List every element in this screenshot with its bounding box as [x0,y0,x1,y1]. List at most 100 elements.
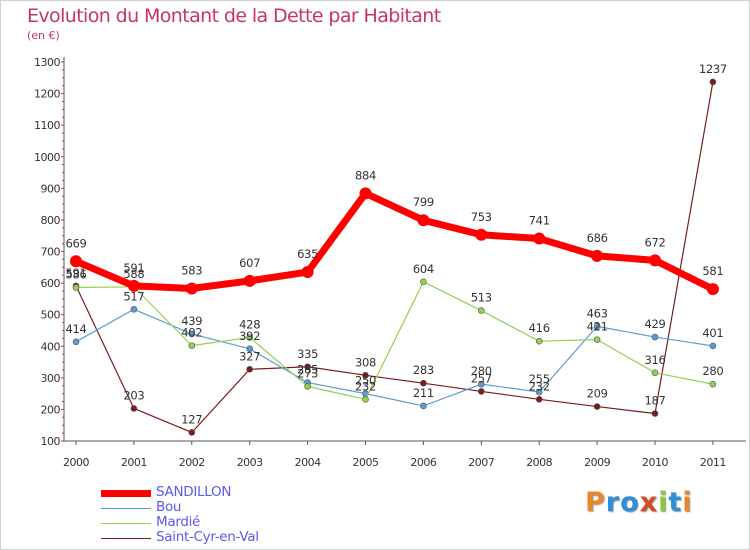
data-point-saint-cyr-en-val [304,363,311,371]
data-point-mardie [188,342,196,349]
data-label-sandillon: 686 [587,231,608,245]
data-point-sandillon [70,255,82,268]
data-point-saint-cyr-en-val [420,379,427,387]
data-label-sandillon: 581 [702,264,723,278]
legend-swatch-sandillon [101,490,151,497]
data-label-bou: 211 [413,386,434,400]
y-tick-label: 1200 [34,88,60,101]
data-label-saint-cyr-en-val: 257 [471,371,492,385]
legend-label-mardie: Mardié [156,514,201,530]
data-point-mardie [651,369,659,377]
data-label-bou: 414 [65,322,86,336]
y-tick-label: 600 [41,277,61,290]
data-labels: 669 591 583 607 635 884 799 753 741 686 672 581 414 5… [65,62,727,427]
logo-letter: P [585,487,606,518]
data-point-sandillon [185,282,198,295]
data-point-bou [535,388,543,396]
y-tick-label: 1300 [34,56,60,69]
x-tick-label: 2001 [121,456,147,469]
x-tick-label: 2002 [179,456,205,469]
axis-ticks: 100 200 300 400 500 600 700 800 900 1000 1100 1200 1… [34,56,726,469]
data-point-saint-cyr-en-val [709,78,717,86]
data-point-mardie [709,380,717,388]
data-point-sandillon [706,283,719,296]
data-label-saint-cyr-en-val: 209 [587,387,608,401]
data-point-mardie [477,307,485,314]
y-tick-label: 400 [41,340,61,353]
logo-letter: x [639,487,659,518]
data-label-saint-cyr-en-val: 591 [65,266,86,280]
data-point-sandillon [243,274,256,287]
data-label-bou: 429 [644,317,665,331]
legend-label-bou: Bou [156,499,182,515]
data-label-mardie: 513 [471,291,492,305]
data-label-saint-cyr-en-val: 327 [239,349,260,363]
data-label-saint-cyr-en-val: 283 [413,363,434,377]
y-tick-label: 900 [41,182,61,195]
data-point-saint-cyr-en-val [362,372,369,379]
series-line-sandillon [72,189,717,293]
series-line-bou [75,308,714,407]
x-tick-label: 2003 [237,456,263,469]
data-point-sandillon [591,249,604,262]
data-label-mardie: 421 [587,320,608,334]
data-label-bou: 401 [702,326,723,340]
data-label-sandillon: 635 [297,247,318,261]
legend-swatch-mardie [101,523,151,524]
data-label-sandillon: 669 [65,236,86,250]
data-point-bou [420,402,427,410]
y-tick-label: 200 [41,403,61,416]
data-label-mardie: 402 [181,326,202,340]
data-point-mardie [593,336,601,343]
chart-subtitle: (en €) [27,29,60,42]
data-label-saint-cyr-en-val: 335 [297,347,318,361]
data-label-sandillon: 672 [644,235,665,249]
logo-letter: o [620,487,640,518]
data-point-bou [246,345,253,353]
data-point-sandillon [359,187,372,200]
data-label-mardie: 316 [644,353,665,367]
data-label-bou: 463 [587,306,608,320]
data-label-saint-cyr-en-val: 1237 [699,62,727,76]
data-point-saint-cyr-en-val [651,410,659,417]
data-point-mardie [535,337,543,345]
data-point-bou [72,338,80,346]
data-point-saint-cyr-en-val [246,366,253,373]
y-tick-label: 300 [41,372,61,385]
data-point-mardie [246,334,253,341]
data-point-sandillon [417,214,430,227]
logo-letter: t [668,487,683,518]
data-label-bou: 255 [529,372,550,386]
data-point-sandillon [533,232,546,245]
data-label-saint-cyr-en-val: 308 [355,355,376,369]
data-label-sandillon: 591 [123,261,144,275]
x-tick-label: 2008 [526,456,552,469]
data-label-sandillon: 583 [181,263,202,277]
legend-swatch-bou [101,508,151,509]
data-point-saint-cyr-en-val [130,405,138,412]
chart-title: Evolution du Montant de la Dette par Hab… [27,5,441,27]
chart-axes [63,57,746,442]
data-label-mardie: 586 [65,268,86,282]
logo-letter: i [658,487,669,518]
data-point-bou [651,333,659,341]
data-label-bou: 439 [181,314,202,328]
legend-swatch-saint-cyr-en-val [101,538,151,539]
data-label-mardie: 280 [702,364,723,378]
legend-label-sandillon: SANDILLON [156,484,232,500]
chart-series [70,78,719,436]
data-point-bou [593,323,601,330]
data-point-sandillon [475,228,488,241]
x-tick-label: 2004 [295,456,321,469]
data-label-saint-cyr-en-val: 232 [529,379,550,393]
data-point-sandillon [301,266,314,279]
data-point-bou [188,330,196,338]
data-label-saint-cyr-en-val: 203 [123,388,144,402]
data-point-sandillon [127,279,140,292]
x-tick-label: 2011 [700,456,726,469]
series-line-mardie [75,281,714,400]
data-label-sandillon: 607 [239,256,260,270]
logo-letter: i [682,487,693,518]
x-tick-label: 2007 [468,456,494,469]
